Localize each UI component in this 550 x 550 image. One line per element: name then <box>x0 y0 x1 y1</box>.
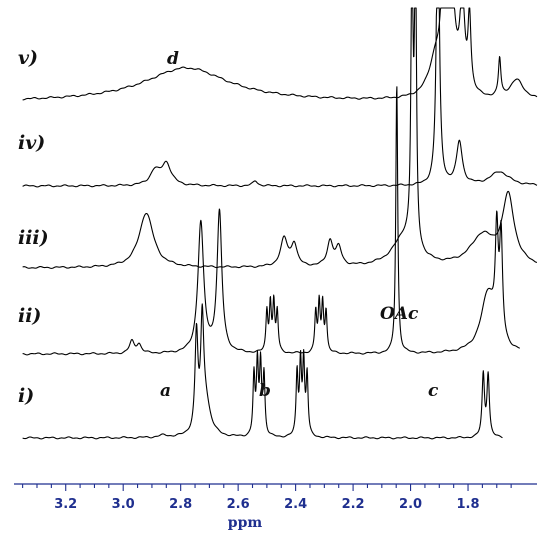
spectrum-trace-2 <box>22 86 520 356</box>
spectra-traces <box>22 7 538 440</box>
x-tick-label: 1.8 <box>457 497 480 512</box>
x-tick-label: 2.6 <box>227 497 250 512</box>
x-tick-label: 2.4 <box>284 497 307 512</box>
x-tick-label: 2.0 <box>399 497 422 512</box>
x-tick-label: 2.2 <box>342 497 365 512</box>
peak-label-b: b <box>259 381 271 401</box>
x-axis <box>14 483 537 491</box>
x-tick-label: 3.0 <box>112 497 135 512</box>
spectrum-trace-3 <box>22 7 538 269</box>
x-axis-title: ppm <box>228 515 263 531</box>
peak-label-d: d <box>167 49 179 69</box>
spectrum-trace-4 <box>22 7 538 188</box>
peak-label-c: c <box>428 381 439 401</box>
trace-label-iv: iv) <box>18 132 45 154</box>
peak-label-a: a <box>160 381 171 401</box>
peak-label-oac: OAc <box>380 304 419 324</box>
spectrum-trace-1 <box>22 303 503 440</box>
x-tick-label: 3.2 <box>54 497 77 512</box>
trace-label-ii: ii) <box>18 305 41 327</box>
x-tick-label: 2.8 <box>169 497 192 512</box>
spectrum-trace-5 <box>22 7 538 101</box>
trace-label-i: i) <box>18 385 34 407</box>
trace-label-v: v) <box>18 47 38 69</box>
trace-label-iii: iii) <box>18 227 49 249</box>
